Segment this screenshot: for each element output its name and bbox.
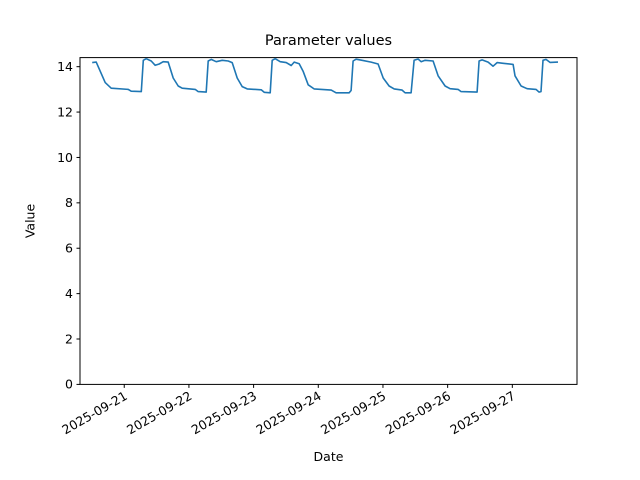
y-tick-label: 6: [65, 241, 73, 256]
x-tick-label: 2025-09-21: [59, 388, 129, 437]
series-line: [92, 57, 559, 94]
x-axis-label: Date: [313, 449, 344, 464]
x-tick-label: 2025-09-24: [253, 388, 323, 437]
y-tick-label: 2: [65, 331, 73, 346]
y-tick-label: 14: [57, 59, 73, 74]
y-tick-label: 4: [65, 286, 73, 301]
x-tick-label: 2025-09-23: [189, 388, 259, 437]
y-tick-label: 8: [65, 195, 73, 210]
y-axis-label: Value: [22, 203, 38, 239]
x-tick-label: 2025-09-26: [383, 388, 453, 437]
x-tick-label: 2025-09-22: [124, 388, 194, 437]
y-tick-label: 12: [57, 104, 73, 119]
x-tick-label: 2025-09-27: [447, 388, 517, 437]
y-tick-label: 10: [57, 150, 73, 165]
plot-frame: [79, 57, 578, 385]
x-tick-label: 2025-09-25: [318, 388, 388, 437]
chart-title: Parameter values: [264, 33, 393, 49]
y-tick-label: 0: [65, 377, 73, 392]
